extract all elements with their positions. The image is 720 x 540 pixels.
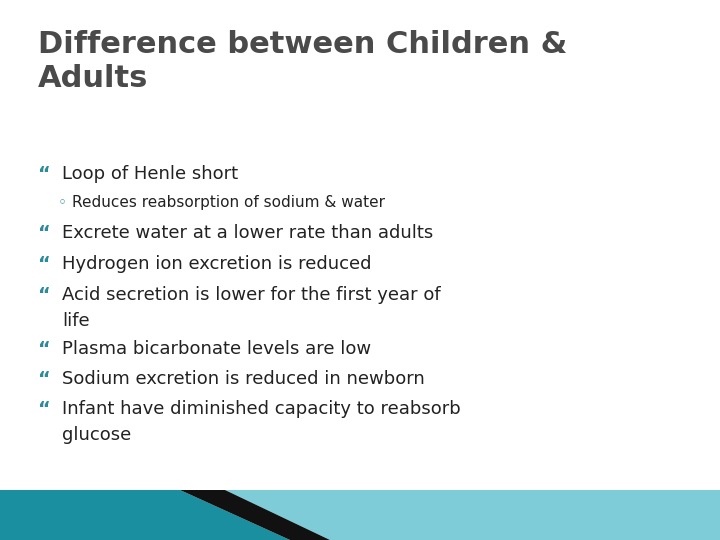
Text: Excrete water at a lower rate than adults: Excrete water at a lower rate than adult… [62, 224, 433, 242]
Text: “: “ [38, 286, 50, 305]
Text: Plasma bicarbonate levels are low: Plasma bicarbonate levels are low [62, 340, 371, 358]
Text: Difference between Children &
Adults: Difference between Children & Adults [38, 30, 567, 92]
Text: life: life [62, 312, 89, 330]
Polygon shape [225, 490, 720, 540]
Polygon shape [0, 490, 290, 540]
Text: Acid secretion is lower for the first year of: Acid secretion is lower for the first ye… [62, 286, 441, 304]
Text: Loop of Henle short: Loop of Henle short [62, 165, 238, 183]
Polygon shape [180, 490, 330, 540]
Text: “: “ [38, 340, 50, 359]
Text: ◦: ◦ [58, 195, 67, 210]
Text: “: “ [38, 255, 50, 274]
Text: “: “ [38, 224, 50, 243]
Text: Infant have diminished capacity to reabsorb: Infant have diminished capacity to reabs… [62, 400, 461, 418]
Text: glucose: glucose [62, 426, 131, 444]
Text: “: “ [38, 400, 50, 419]
Text: “: “ [38, 370, 50, 389]
Text: Sodium excretion is reduced in newborn: Sodium excretion is reduced in newborn [62, 370, 425, 388]
Text: “: “ [38, 165, 50, 184]
Text: Hydrogen ion excretion is reduced: Hydrogen ion excretion is reduced [62, 255, 372, 273]
Text: Reduces reabsorption of sodium & water: Reduces reabsorption of sodium & water [72, 195, 385, 210]
